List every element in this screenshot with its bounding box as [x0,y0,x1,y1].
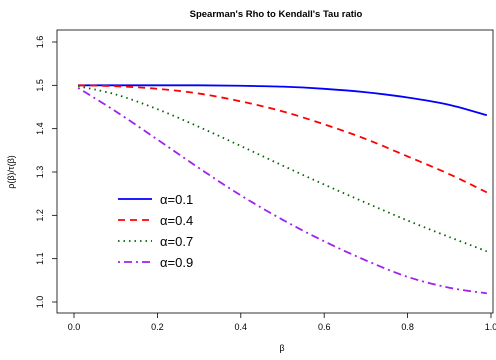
y-tick-label: 1.1 [35,252,45,265]
y-axis-label: ρ(β)/τ(β) [6,155,16,189]
y-tick-label: 1.0 [35,296,45,309]
x-tick-label: 0.0 [68,322,81,332]
x-tick-label: 0.2 [151,322,164,332]
x-tick-label: 0.6 [318,322,331,332]
x-tick-label: 0.4 [235,322,248,332]
x-tick-label: 1.0 [485,322,496,332]
series-line-3 [77,85,488,253]
y-tick-label: 1.4 [35,122,45,135]
series-line-1 [78,84,488,117]
chart-title: Spearman's Rho to Kendall's Tau ratio [190,9,363,20]
plot-area-frame [56,29,494,314]
x-tick-label: 0.8 [401,322,414,332]
x-axis: 0.0 0.2 0.4 0.6 0.8 1.0 [68,313,496,332]
x-axis-label: β [279,343,284,353]
series-layer [77,84,488,295]
legend-label-2: α=0.4 [160,213,193,228]
y-tick-label: 1.5 [35,79,45,92]
legend-label-4: α=0.9 [160,255,193,270]
legend-label-3: α=0.7 [160,234,193,249]
series-line-4 [77,87,487,295]
legend-label-1: α=0.1 [160,192,193,207]
legend: α=0.1 α=0.4 α=0.7 α=0.9 [118,192,193,270]
y-tick-label: 1.2 [35,209,45,222]
series-line-2 [78,84,488,194]
y-axis: 1.0 1.1 1.2 1.3 1.4 1.5 1.6 [35,36,57,309]
y-tick-label: 1.3 [35,166,45,179]
y-tick-label: 1.6 [35,36,45,49]
